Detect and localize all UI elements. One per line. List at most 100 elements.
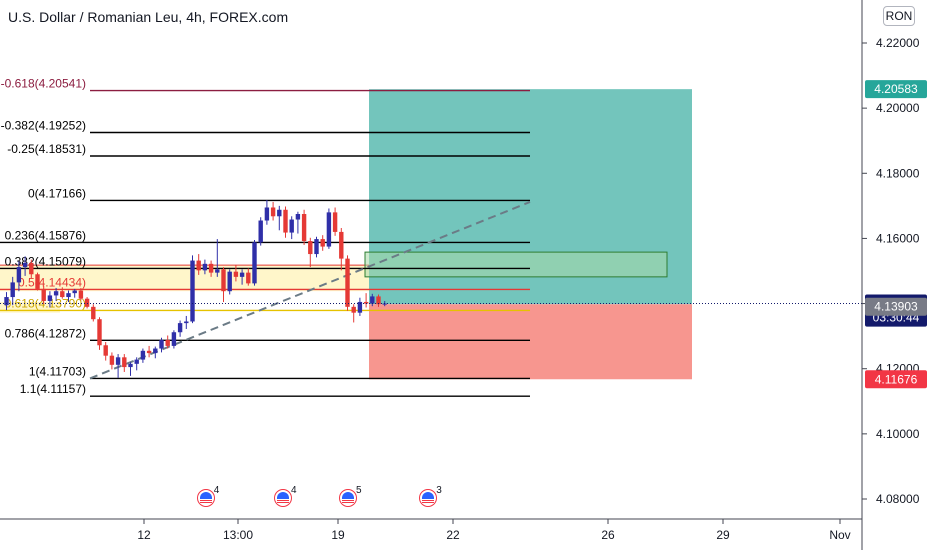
- candle-body-12: [78, 290, 84, 299]
- dashed-trendline: [89, 201, 531, 380]
- economic-event-flag-0[interactable]: 4: [196, 485, 219, 509]
- loss-zone: [369, 304, 692, 380]
- y-tick-label-7: 4.08000: [876, 492, 920, 506]
- x-tick-label-2: 19: [331, 528, 345, 542]
- candle-body-35: [221, 269, 226, 292]
- us-flag-icon: [338, 489, 357, 507]
- candle-body-15: [97, 319, 102, 346]
- position-zones-layer: [364, 89, 692, 380]
- candle-body-48: [301, 214, 307, 242]
- currency-button[interactable]: RON: [883, 6, 915, 26]
- candle-body-4: [29, 262, 34, 275]
- candle-body-29: [184, 321, 189, 324]
- candle-body-27: [171, 332, 177, 346]
- event-count: 4: [291, 485, 297, 496]
- y-tick-label-3: 4.16000: [876, 231, 920, 245]
- fib-label-3: 0(4.17166): [28, 186, 86, 200]
- candle-body-23: [146, 350, 152, 354]
- trendline-layer: [89, 201, 531, 380]
- candle-body-45: [283, 209, 288, 233]
- candle-body-54: [339, 231, 344, 259]
- fib-label-4: 0.236(4.15876): [5, 228, 86, 242]
- fib-label-5: 0.382(4.15079): [5, 254, 86, 268]
- highlight-band-lower: [0, 301, 60, 313]
- candle-body-60: [376, 296, 381, 305]
- candle-body-11: [72, 290, 77, 294]
- us-flag-icon: [196, 489, 215, 507]
- fib-label-6: 0.5(4.14434): [18, 275, 86, 289]
- candle-body-9: [60, 291, 65, 298]
- candle-body-0: [4, 297, 9, 306]
- candle-body-57: [357, 301, 363, 313]
- candle-body-20: [128, 363, 133, 368]
- highlight-bands-layer: [0, 264, 370, 313]
- us-flag-icon: [419, 489, 438, 507]
- fib-label-9: 1(4.11703): [29, 364, 86, 378]
- candle-body-32: [202, 263, 208, 271]
- candle-body-47: [295, 214, 301, 220]
- candle-body-55: [345, 258, 350, 307]
- candle-body-28: [177, 323, 183, 333]
- candle-body-59: [370, 296, 375, 304]
- candle-body-38: [239, 272, 245, 277]
- fib-label-0: -0.618(4.20541): [1, 77, 86, 91]
- price-label-bg-3: [865, 297, 927, 316]
- x-tick-label-5: 29: [716, 528, 730, 542]
- x-tick-label-3: 22: [446, 528, 460, 542]
- economic-event-flag-3[interactable]: 3: [419, 485, 442, 509]
- candle-body-31: [196, 260, 201, 271]
- highlight-band-upper: [0, 265, 370, 292]
- candle-body-2: [16, 267, 22, 283]
- candle-body-37: [233, 271, 239, 277]
- candle-body-33: [208, 263, 214, 273]
- x-tick-label-4: 26: [601, 528, 615, 542]
- candle-body-43: [270, 207, 276, 217]
- candle-body-53: [332, 212, 338, 232]
- price-label-3: 4.13903: [874, 300, 918, 314]
- candle-body-26: [165, 340, 170, 346]
- fib-label-8: 0.786(4.12872): [5, 326, 86, 340]
- economic-event-flag-1[interactable]: 4: [274, 485, 297, 509]
- candle-body-50: [314, 239, 319, 255]
- x-tick-label-0: 12: [137, 528, 151, 542]
- candle-body-34: [215, 269, 220, 273]
- candle-body-40: [252, 242, 257, 284]
- candle-body-18: [115, 357, 121, 365]
- chart-title: U.S. Dollar / Romanian Leu, 4h, FOREX.co…: [8, 9, 289, 25]
- fib-label-1: -0.382(4.19252): [1, 119, 86, 133]
- candle-body-61: [382, 303, 387, 305]
- candle-body-10: [66, 293, 71, 298]
- candle-body-39: [246, 272, 251, 284]
- candle-body-7: [47, 295, 53, 301]
- candle-body-8: [53, 291, 59, 296]
- candle-body-36: [227, 271, 232, 292]
- target-rectangle: [364, 251, 668, 278]
- y-tick-label-1: 4.20000: [876, 101, 920, 115]
- y-tick-label-2: 4.18000: [876, 166, 920, 180]
- price-label-bg-4: [865, 370, 927, 389]
- price-label-bg-0: [865, 80, 927, 99]
- candle-body-58: [363, 301, 369, 304]
- candle-body-41: [258, 220, 263, 243]
- candle-body-56: [351, 306, 356, 313]
- candle-body-49: [308, 241, 313, 255]
- fib-label-10: 1.1(4.11157): [20, 382, 86, 396]
- candle-body-25: [159, 340, 164, 349]
- candle-body-30: [190, 260, 195, 322]
- x-tick-label-6: Nov: [829, 528, 850, 542]
- candle-body-22: [140, 350, 146, 360]
- candle-body-6: [41, 288, 46, 301]
- event-count: 3: [436, 485, 442, 496]
- candle-body-19: [122, 357, 127, 368]
- fib-label-2: -0.25(4.18531): [7, 142, 86, 156]
- candle-body-16: [103, 345, 108, 356]
- y-tick-label-6: 4.10000: [876, 427, 920, 441]
- candle-body-21: [134, 359, 139, 364]
- us-flag-icon: [274, 489, 293, 507]
- candle-body-51: [320, 239, 325, 247]
- economic-event-flag-2[interactable]: 5: [338, 485, 362, 509]
- x-tick-label-1: 13:00: [223, 528, 253, 542]
- event-count: 5: [355, 485, 362, 496]
- candle-body-17: [109, 355, 115, 365]
